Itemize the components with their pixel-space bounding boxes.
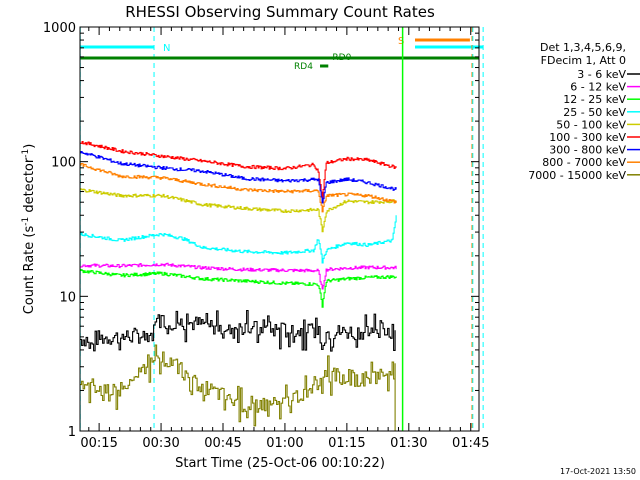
x-tick-label: 01:00 bbox=[266, 436, 303, 451]
plot-frame bbox=[79, 26, 480, 432]
x-tick-label: 01:30 bbox=[390, 436, 427, 451]
legend-header-line-2: FDecim 1, Att 0 bbox=[541, 54, 626, 67]
legend: Det 1,3,4,5,6,9, FDecim 1, Att 0 3 - 6 k… bbox=[528, 41, 640, 182]
y-axis-label: Count Rate (s-1 detector-1) bbox=[21, 144, 37, 315]
tick-layer: 00:15 00:30 00:45 01:00 01:15 01:30 01:45 1 10 10… bbox=[43, 21, 490, 451]
legend-entry-label: 7000 - 15000 keV bbox=[528, 169, 626, 182]
x-axis-label: Start Time (25-Oct-06 00:10:22) bbox=[175, 456, 385, 471]
rd4-label: RD4 bbox=[294, 62, 313, 72]
y-label-end: ) bbox=[22, 144, 37, 149]
y-label-superscript-2: -1 bbox=[21, 149, 31, 158]
generation-timestamp: 17-Oct-2021 13:50 bbox=[560, 467, 636, 476]
legend-entry-label: 3 - 6 keV bbox=[577, 68, 626, 81]
series-line-50-100keV bbox=[80, 188, 397, 233]
series-layer bbox=[80, 141, 397, 431]
y-label-superscript-1: -1 bbox=[21, 217, 31, 226]
saa-label: S bbox=[398, 36, 404, 47]
x-tick-label: 01:15 bbox=[328, 436, 365, 451]
legend-header-line-1: Det 1,3,4,5,6,9, bbox=[540, 41, 626, 54]
y-tick-label: 1000 bbox=[43, 21, 76, 36]
legend-entry-label: 12 - 25 keV bbox=[563, 93, 626, 106]
series-line-6-12keV bbox=[80, 262, 397, 290]
y-label-main: Count Rate (s bbox=[22, 226, 37, 315]
x-tick-label: 00:15 bbox=[80, 436, 117, 451]
legend-entry-label: 800 - 7000 keV bbox=[542, 156, 626, 169]
y-tick-label: 10 bbox=[59, 290, 76, 305]
y-tick-label: 100 bbox=[51, 156, 76, 171]
series-line-12-25keV bbox=[80, 269, 397, 308]
series-line-25-50keV bbox=[80, 215, 397, 264]
legend-entry-label: 100 - 300 keV bbox=[549, 131, 626, 144]
rd0-label: RD0 bbox=[332, 53, 351, 63]
legend-entry-label: 50 - 100 keV bbox=[556, 118, 626, 131]
y-label-mid: detector bbox=[22, 157, 37, 217]
chart-title: RHESSI Observing Summary Count Rates bbox=[125, 3, 435, 21]
x-tick-label: 01:45 bbox=[452, 436, 489, 451]
series-line-3-6keV bbox=[80, 309, 396, 352]
series-line-7000-15000keV bbox=[80, 344, 396, 431]
series-line-100-300keV bbox=[80, 141, 397, 204]
y-tick-label: 1 bbox=[68, 425, 76, 440]
series-line-300-800keV bbox=[80, 150, 397, 204]
x-tick-label: 00:30 bbox=[142, 436, 179, 451]
legend-entry-label: 300 - 800 keV bbox=[549, 144, 626, 157]
x-tick-label: 00:45 bbox=[204, 436, 241, 451]
legend-entry-label: 6 - 12 keV bbox=[570, 81, 626, 94]
legend-entry-label: 25 - 50 keV bbox=[563, 106, 626, 119]
series-line-800-7000keV bbox=[80, 162, 397, 213]
night-label: N bbox=[163, 43, 170, 54]
